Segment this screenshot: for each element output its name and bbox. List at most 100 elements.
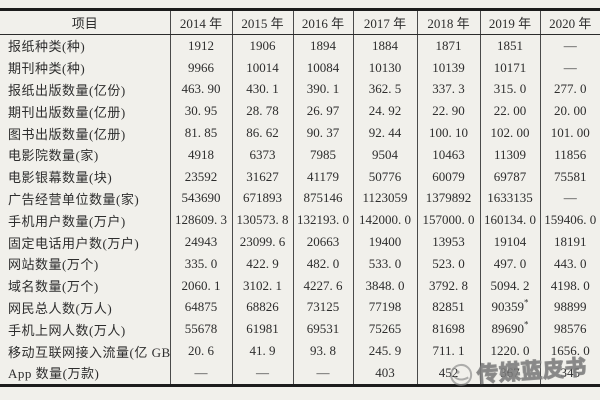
cell-value: 1633135	[479, 187, 540, 210]
cell-value: 20663	[292, 231, 353, 253]
cell-value: 22. 00	[479, 100, 540, 123]
row-label: 手机用户数量(万户)	[8, 213, 126, 229]
header-row: 项目 2014 年 2015 年 2016 年 2017 年 2018 年 2019 年 20…	[0, 9, 600, 35]
table-row: 手机上网人数(万人) 55678 61981 69531 75265 81698 89690…	[0, 318, 600, 341]
statistics-table: 项目 2014 年 2015 年 2016 年 2017 年 2018 年 2019 年 20…	[0, 8, 600, 387]
cell-value: 92. 44	[352, 122, 417, 144]
cell-value: —	[292, 361, 353, 386]
cell-value: 10084	[292, 56, 353, 79]
cell-value: 24943	[169, 231, 232, 253]
cell-value: 430. 1	[231, 78, 293, 101]
cell-value: 100. 10	[416, 122, 480, 144]
row-label: 网民总人数(万人)	[8, 300, 113, 316]
cell-value-with-footnote: 90359*	[479, 296, 540, 319]
table-row: 域名数量(万个) 2060. 1 3102. 1 4227. 6 3848. 0 3792…	[0, 274, 600, 297]
row-label: 移动互联网接入流量(亿 GB)	[8, 344, 170, 360]
cell-value: 30. 95	[169, 100, 232, 123]
cell-value: —	[231, 361, 293, 386]
cell-value: 13953	[416, 231, 480, 253]
footnote-asterisk: *	[524, 319, 529, 330]
cell-value: 422. 9	[231, 252, 293, 275]
row-label: 期刊出版数量(亿册)	[8, 104, 126, 120]
cell-value: 277. 0	[539, 78, 600, 101]
row-label: 电影银幕数量(块)	[8, 170, 113, 186]
cell-value: 315. 0	[479, 78, 540, 101]
cell-value: 390. 1	[292, 78, 353, 101]
cell-value: 1912	[169, 34, 232, 57]
cell-value: 337. 3	[416, 78, 480, 101]
cell-value: 19104	[479, 231, 540, 253]
cell-value: 533. 0	[352, 252, 417, 275]
cell-value: 4227. 6	[292, 274, 353, 297]
cell-value: 1379892	[416, 187, 480, 210]
cell-value: 28. 78	[231, 100, 293, 123]
row-label: 报纸出版数量(亿份)	[8, 82, 126, 98]
cell-value: 55678	[169, 318, 232, 341]
cell-value: 75581	[539, 165, 600, 188]
cell-value: 86. 62	[231, 122, 293, 144]
cell-value: 1906	[231, 34, 293, 57]
year-column-header: 2018 年	[416, 9, 480, 35]
table-row: 报纸种类(种) 1912 1906 1894 1884 1871 1851—	[0, 34, 600, 57]
cell-value: 711. 1	[416, 340, 480, 362]
cell-value: 2060. 1	[169, 274, 232, 297]
cell-value: 245. 9	[352, 340, 417, 362]
cell-value: 26. 97	[292, 100, 353, 123]
cell-value: 102. 00	[479, 122, 540, 144]
cell-value: 1123059	[352, 187, 417, 210]
cell-value: 101. 00	[539, 122, 600, 144]
cell-value: 543690	[169, 187, 232, 210]
cell-value: 345	[539, 361, 600, 386]
cell-value: 1871	[416, 34, 480, 57]
cell-value: 41179	[292, 165, 353, 188]
cell-value: 362. 5	[352, 78, 417, 101]
cell-value: 69531	[292, 318, 353, 341]
cell-value: 50776	[352, 165, 417, 188]
cell-value: 11856	[539, 143, 600, 166]
cell-value: 23592	[169, 165, 232, 188]
year-column-header: 2015 年	[231, 9, 293, 35]
cell-value: 18191	[539, 231, 600, 253]
cell-value: 90. 37	[292, 122, 353, 144]
cell-value: 75265	[352, 318, 417, 341]
cell-value: 1851	[479, 34, 540, 57]
cell-value: 671893	[231, 187, 293, 210]
cell-value: 60079	[416, 165, 480, 188]
cell-value: 443. 0	[539, 252, 600, 275]
table-row: 电影银幕数量(块) 23592 31627 41179 50776 60079 69787 7…	[0, 165, 600, 188]
cell-value: 875146	[292, 187, 353, 210]
cell-value: 157000. 0	[416, 209, 480, 232]
cell-value: 81698	[416, 318, 480, 341]
cell-value: —	[169, 361, 232, 386]
row-label: 电影院数量(家)	[8, 148, 99, 164]
cell-value: 41. 9	[231, 340, 293, 362]
cell-value: 3102. 1	[231, 274, 293, 297]
row-label: 图书出版数量(亿册)	[8, 126, 126, 142]
cell-value: 98899	[539, 296, 600, 319]
cell-value: 3848. 0	[352, 274, 417, 297]
cell-value: 77198	[352, 296, 417, 319]
cell-value: 4198. 0	[539, 274, 600, 297]
cell-value: 10463	[416, 143, 480, 166]
cell-value: —	[539, 34, 600, 57]
cell-value: 9504	[352, 143, 417, 166]
cell-value: 10014	[231, 56, 293, 79]
cell-value: 81. 85	[169, 122, 232, 144]
cell-value: 11309	[479, 143, 540, 166]
cell-value: 6373	[231, 143, 293, 166]
footnote-asterisk: *	[524, 298, 529, 309]
cell-value: 1884	[352, 34, 417, 57]
cell-value: —	[539, 187, 600, 210]
cell-value: 3792. 8	[416, 274, 480, 297]
cell-value: 64875	[169, 296, 232, 319]
cell-value: 4918	[169, 143, 232, 166]
cell-value: 159406. 0	[539, 209, 600, 232]
cell-value: 31627	[231, 165, 293, 188]
cell-value: 19400	[352, 231, 417, 253]
cell-value: 20. 00	[539, 100, 600, 123]
year-column-header: 2016 年	[292, 9, 353, 35]
table-row: 电影院数量(家) 4918 6373 7985 9504 10463 11309 11856	[0, 143, 600, 166]
table-row: 固定电话用户数(万户) 24943 23099. 6 20663 19400 13953 1…	[0, 231, 600, 253]
year-column-header: 2019 年	[479, 9, 540, 35]
